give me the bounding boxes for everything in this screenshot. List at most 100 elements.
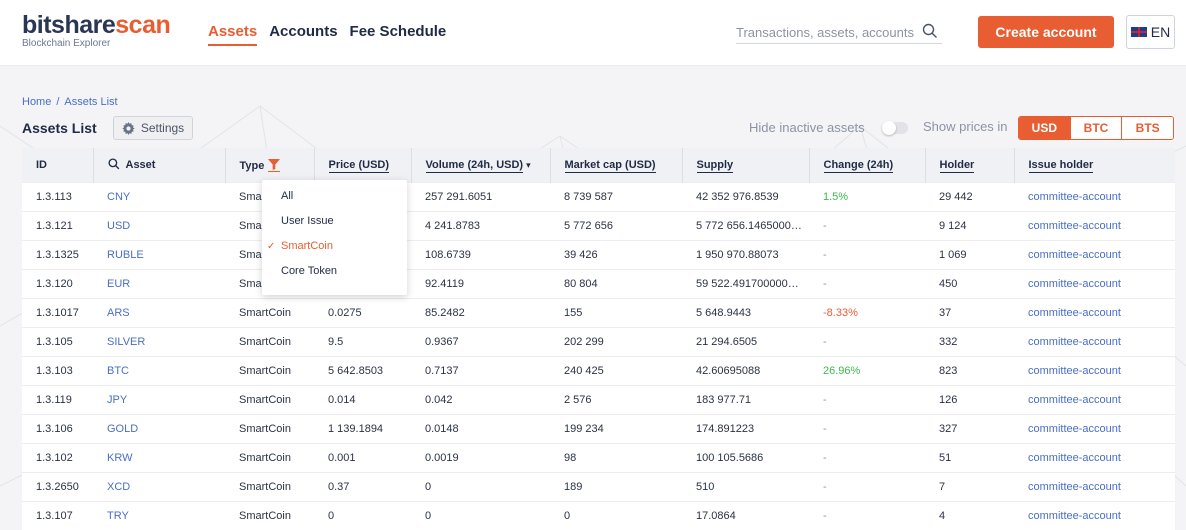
table-row[interactable]: 1.3.1017 ARS SmartCoin 0.0275 85.2482 155 5 64… xyxy=(22,298,1175,327)
cell-change: - xyxy=(823,277,827,290)
col-volume[interactable]: Volume (24h, USD) ▾ xyxy=(411,148,551,182)
cell-issue-holder[interactable]: committee-account xyxy=(1028,306,1121,319)
cell-market-cap: 155 xyxy=(564,306,583,319)
cell-holder: 332 xyxy=(939,335,958,348)
col-type[interactable]: Type xyxy=(225,148,315,182)
col-price[interactable]: Price (USD) xyxy=(314,148,412,182)
cell-volume: 0 xyxy=(425,480,432,493)
search-input[interactable] xyxy=(736,25,916,40)
filter-icon[interactable] xyxy=(268,158,281,172)
cell-supply: 510 xyxy=(696,480,715,493)
nav-fee-schedule[interactable]: Fee Schedule xyxy=(349,23,447,40)
cell-asset[interactable]: BTC xyxy=(107,364,129,377)
cell-issue-holder[interactable]: committee-account xyxy=(1028,393,1121,406)
cell-asset[interactable]: RUBLE xyxy=(107,248,144,261)
cell-issue-holder[interactable]: committee-account xyxy=(1028,422,1121,435)
nav-accounts[interactable]: Accounts xyxy=(269,23,338,40)
filter-option-core-token[interactable]: Core Token xyxy=(281,265,338,277)
breadcrumb-home[interactable]: Home xyxy=(22,96,52,108)
cell-issue-holder[interactable]: committee-account xyxy=(1028,364,1121,377)
col-holder[interactable]: Holder xyxy=(925,148,1015,182)
cell-issue-holder[interactable]: committee-account xyxy=(1028,277,1121,290)
currency-btc[interactable]: BTC xyxy=(1069,117,1122,139)
table-row[interactable]: 1.3.103 BTC SmartCoin 5 642.8503 0.7137 240 4… xyxy=(22,356,1175,385)
table-row[interactable]: 1.3.102 KRW SmartCoin 0.001 0.0019 98 100 105.… xyxy=(22,443,1175,472)
cell-asset[interactable]: GOLD xyxy=(107,422,139,435)
cell-id: 1.3.119 xyxy=(36,393,72,406)
cell-issue-holder[interactable]: committee-account xyxy=(1028,219,1121,232)
language-selector[interactable]: EN xyxy=(1126,15,1175,49)
cell-market-cap: 39 426 xyxy=(564,248,598,261)
col-id: ID xyxy=(22,148,94,182)
cell-market-cap: 5 772 656 xyxy=(564,219,613,232)
search-icon[interactable] xyxy=(107,158,120,170)
breadcrumb-current[interactable]: Assets List xyxy=(64,96,118,108)
type-filter-dropdown: All User Issue ✓ SmartCoin Core Token xyxy=(262,180,407,295)
flag-uk-icon xyxy=(1130,27,1147,37)
currency-usd[interactable]: USD xyxy=(1019,117,1070,139)
cell-id: 1.3.120 xyxy=(36,277,73,290)
cell-issue-holder[interactable]: committee-account xyxy=(1028,335,1121,348)
sort-desc-icon[interactable]: ▾ xyxy=(526,159,531,170)
cell-asset[interactable]: USD xyxy=(107,219,131,232)
nav-assets[interactable]: Assets xyxy=(208,23,258,46)
filter-option-all[interactable]: All xyxy=(281,190,294,202)
cell-asset[interactable]: EUR xyxy=(107,277,131,290)
table-row[interactable]: 1.3.107 TRY SmartCoin 0 0 0 17.0864 - 4 committee… xyxy=(22,501,1175,530)
filter-option-smartcoin[interactable]: SmartCoin xyxy=(281,240,333,252)
col-market-cap[interactable]: Market cap (USD) xyxy=(550,148,683,182)
assets-table: ID Asset Type Price (USD) Volume (24h, U… xyxy=(22,148,1175,530)
cell-market-cap: 2 576 xyxy=(564,393,592,406)
table-row[interactable]: 1.3.119 JPY SmartCoin 0.014 0.042 2 576 183 97… xyxy=(22,385,1175,414)
cell-volume: 0 xyxy=(425,509,432,522)
cell-price: 9.5 xyxy=(328,335,344,348)
cell-asset[interactable]: ARS xyxy=(107,306,130,319)
cell-change: - xyxy=(823,509,827,522)
cell-asset[interactable]: TRY xyxy=(107,509,129,522)
table-row[interactable]: 1.3.105 SILVER SmartCoin 9.5 0.9367 202 299 21… xyxy=(22,327,1175,356)
currency-bts[interactable]: BTS xyxy=(1121,117,1173,139)
cell-volume: 92.4119 xyxy=(425,277,464,290)
cell-asset[interactable]: XCD xyxy=(107,480,131,493)
currency-switch: USD BTC BTS xyxy=(1018,116,1174,140)
cell-asset[interactable]: CNY xyxy=(107,190,131,203)
search-icon[interactable] xyxy=(922,23,938,39)
col-issue-holder[interactable]: Issue holder xyxy=(1028,158,1094,173)
cell-change: - xyxy=(823,335,827,348)
cell-issue-holder[interactable]: committee-account xyxy=(1028,480,1121,493)
create-account-button[interactable]: Create account xyxy=(978,16,1114,48)
top-header: bitsharescan Blockchain Explorer Assets … xyxy=(0,0,1186,66)
cell-asset[interactable]: JPY xyxy=(107,393,128,406)
col-change[interactable]: Change (24h) xyxy=(809,148,926,182)
assets-table-container: ID Asset Type Price (USD) Volume (24h, U… xyxy=(22,148,1175,530)
cell-id: 1.3.103 xyxy=(36,364,73,377)
table-row[interactable]: 1.3.1325 RUBLE SmartCoin 108.6739 39 426 1 95… xyxy=(22,240,1175,269)
cell-id: 1.3.113 xyxy=(36,190,72,203)
cell-issue-holder[interactable]: committee-account xyxy=(1028,248,1121,261)
show-prices-label: Show prices in xyxy=(923,119,1008,134)
cell-supply: 1 950 970.88073 xyxy=(696,248,779,261)
cell-supply: 59 522.491700000… xyxy=(696,277,799,290)
cell-supply: 17.0864 xyxy=(696,509,736,522)
logo[interactable]: bitsharescan Blockchain Explorer xyxy=(22,12,171,50)
check-icon: ✓ xyxy=(267,241,276,252)
cell-issue-holder[interactable]: committee-account xyxy=(1028,190,1121,203)
cell-issue-holder[interactable]: committee-account xyxy=(1028,451,1121,464)
cell-issue-holder[interactable]: committee-account xyxy=(1028,509,1121,522)
filter-option-user-issue[interactable]: User Issue xyxy=(281,215,334,227)
hide-inactive-label: Hide inactive assets xyxy=(749,120,865,135)
cell-price: 5 642.8503 xyxy=(328,364,384,377)
cell-asset[interactable]: KRW xyxy=(107,451,133,464)
col-asset[interactable]: Asset xyxy=(93,148,226,182)
table-row[interactable]: 1.3.2650 XCD SmartCoin 0.37 0 189 510 - 7 committ… xyxy=(22,472,1175,501)
cell-asset[interactable]: SILVER xyxy=(107,335,146,348)
hide-inactive-toggle[interactable] xyxy=(882,121,908,135)
col-supply[interactable]: Supply xyxy=(682,148,810,182)
breadcrumb: Home / Assets List xyxy=(22,96,118,108)
table-row[interactable]: 1.3.106 GOLD SmartCoin 1 139.1894 0.0148 199 … xyxy=(22,414,1175,443)
cell-price: 0 xyxy=(328,509,335,522)
settings-button[interactable]: Settings xyxy=(113,116,193,140)
